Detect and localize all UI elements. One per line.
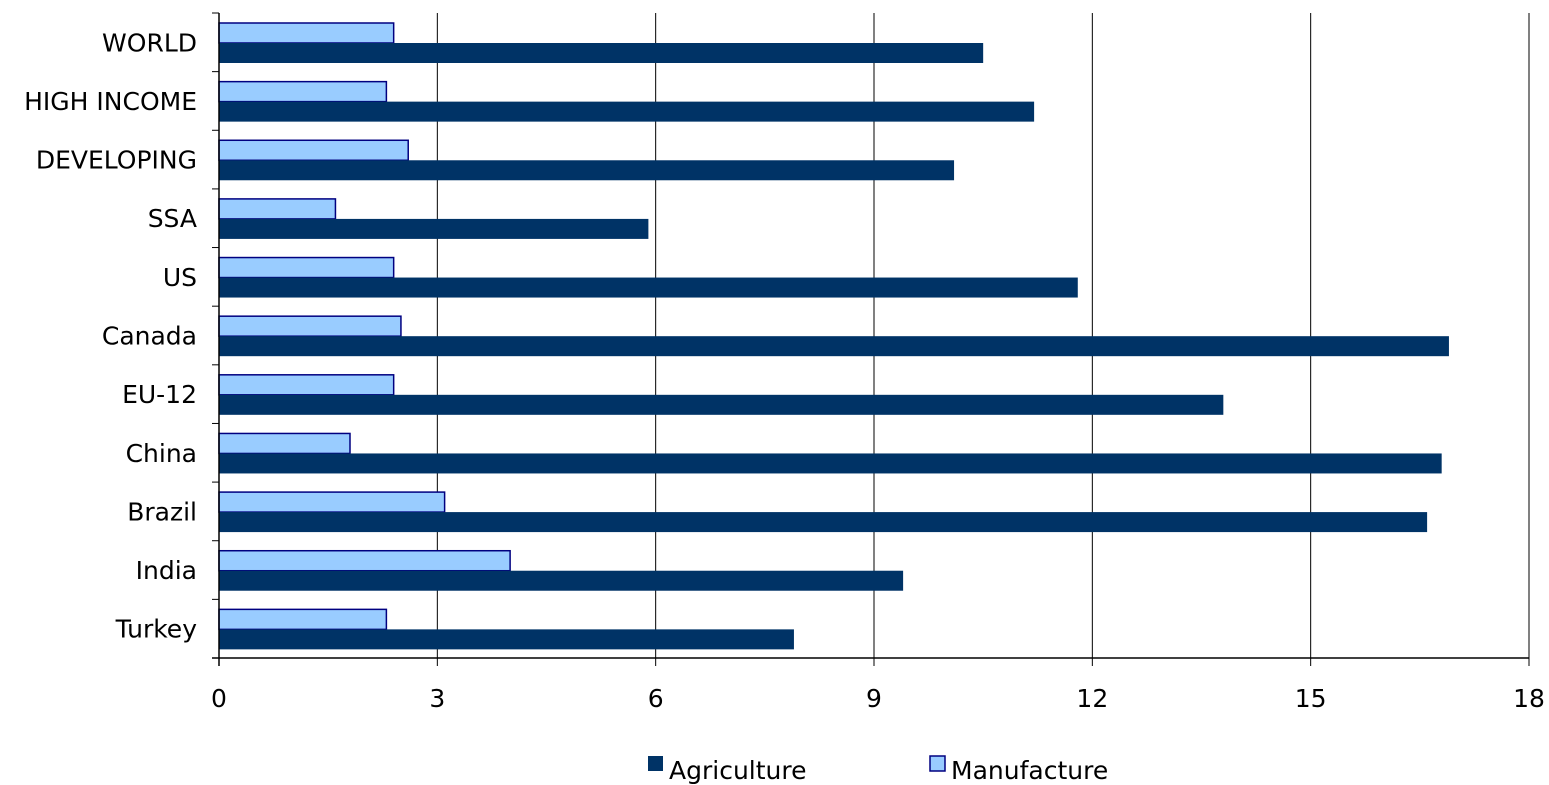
category-label: DEVELOPING [36,146,197,175]
category-label: Brazil [127,497,197,526]
x-tick-label: 3 [429,684,445,713]
bar-agriculture-india [219,570,904,591]
bar-manufacture-india [218,549,511,572]
bar-agriculture-turkey [219,629,794,650]
bar-agriculture-china [219,453,1442,474]
bar-manufacture-turkey [218,608,388,631]
bar-agriculture-world [219,43,984,63]
category-labels: WORLD HIGH INCOME DEVELOPING SSA US Canada EU-… [24,28,197,643]
category-label: WORLD [102,28,197,57]
bar-agriculture-us [219,277,1078,298]
legend: Agriculture Manufacture [648,755,1108,785]
axes [212,12,1530,666]
bar-manufacture-developing [218,139,409,162]
legend-label-manufacture: Manufacture [951,756,1108,785]
x-tick-label: 15 [1295,684,1327,713]
bar-manufacture-world [218,22,395,44]
x-tick-label: 9 [866,684,882,713]
bar-manufacture-china [218,432,351,455]
bar-agriculture-ssa [219,218,649,239]
x-tick-labels: 0 3 6 9 12 15 18 [211,684,1545,713]
bar-manufacture-ssa [218,198,337,220]
legend-swatch-manufacture [929,755,946,772]
category-label: China [126,439,197,468]
x-tick-label: 12 [1076,684,1108,713]
category-label: HIGH INCOME [24,87,197,116]
category-label: Turkey [115,615,198,644]
bar-manufacture-canada [218,315,402,337]
bar-agriculture-eu-12 [219,394,1224,415]
bar-manufacture-brazil [218,491,446,513]
category-label: Canada [102,322,197,351]
legend-swatch-agriculture [648,756,663,771]
category-label: EU-12 [122,380,197,409]
bar-agriculture-developing [219,160,955,181]
x-tick-label: 18 [1513,684,1545,713]
bar-agriculture-canada [219,336,1449,357]
bar-agriculture-brazil [219,512,1428,533]
x-tick-label: 0 [211,684,227,713]
x-tick-label: 6 [648,684,664,713]
bar-manufacture-high-income [218,80,388,103]
legend-label-agriculture: Agriculture [669,756,807,785]
category-label: SSA [148,204,197,233]
bar-manufacture-us [218,256,395,279]
category-label: India [136,556,197,585]
bar-manufacture-eu-12 [218,374,395,396]
category-label: US [163,263,197,292]
bars [218,22,1449,650]
bar-agriculture-high-income [219,101,1035,122]
